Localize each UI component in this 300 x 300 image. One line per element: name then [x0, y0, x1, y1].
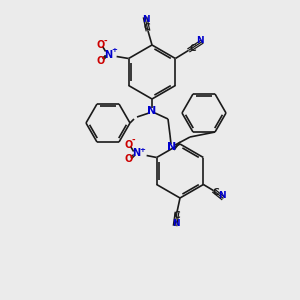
- Text: N: N: [147, 106, 157, 116]
- Text: O: O: [124, 140, 133, 149]
- Text: C: C: [189, 44, 196, 53]
- Text: N: N: [172, 220, 180, 229]
- Text: C: C: [212, 188, 219, 197]
- Text: +: +: [140, 148, 146, 154]
- Text: N: N: [167, 142, 177, 152]
- Text: N: N: [133, 148, 141, 158]
- Text: -: -: [104, 37, 107, 46]
- Text: C: C: [144, 22, 150, 32]
- Text: +: +: [112, 47, 118, 53]
- Text: -: -: [132, 136, 135, 145]
- Text: O: O: [124, 154, 133, 164]
- Text: N: N: [196, 36, 204, 45]
- Text: N: N: [105, 50, 113, 59]
- Text: N: N: [142, 14, 150, 23]
- Text: C: C: [174, 212, 180, 220]
- Text: O: O: [97, 40, 105, 50]
- Text: O: O: [97, 56, 105, 65]
- Text: N: N: [219, 191, 226, 200]
